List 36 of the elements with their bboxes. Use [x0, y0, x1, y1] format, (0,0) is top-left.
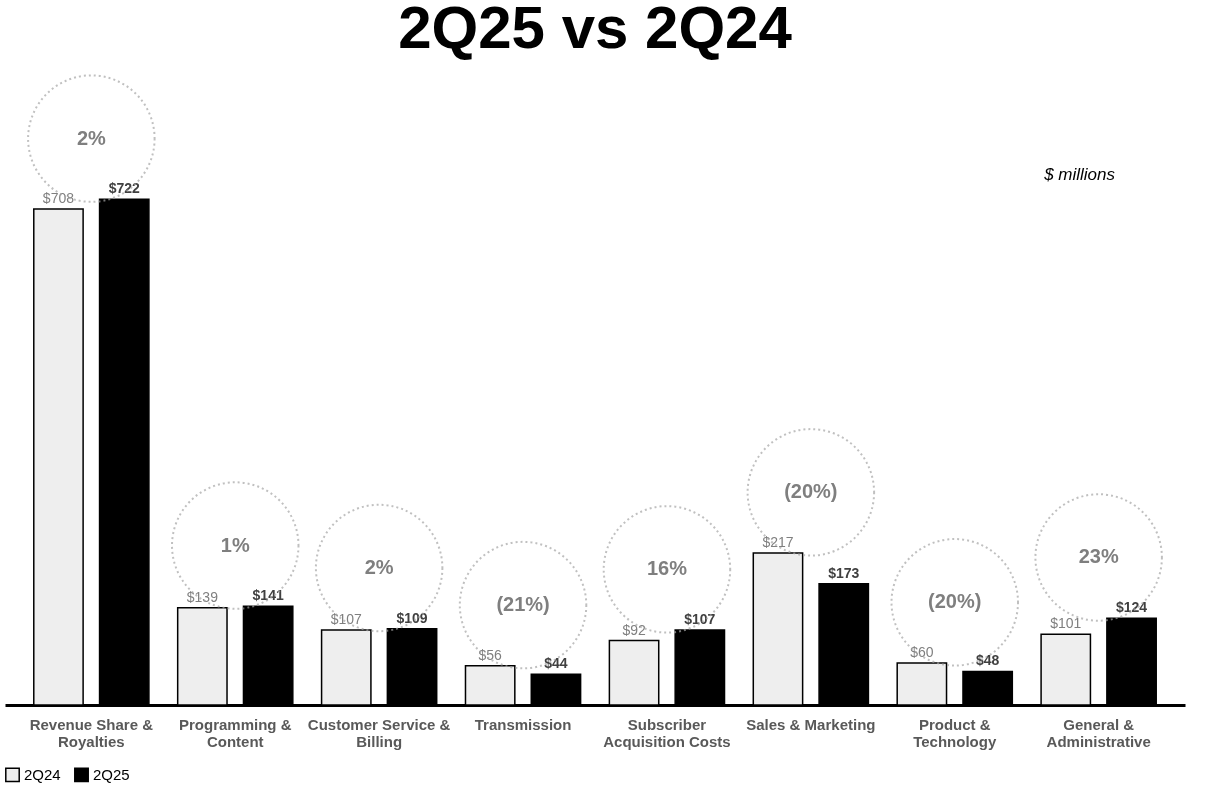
data-label: $173: [828, 564, 860, 581]
x-tick-label: Transmission: [474, 715, 572, 733]
x-tick-label: Product & Technology: [913, 715, 997, 750]
legend-label: 2Q25: [93, 765, 130, 783]
data-label: $109: [396, 609, 428, 626]
x-tick-label: Programming & Content: [178, 715, 292, 750]
chart-title: 2Q25 vs 2Q24: [398, 0, 793, 61]
annotation: (21%): [496, 593, 550, 616]
annotation: 2%: [364, 555, 394, 578]
data-label: $92: [622, 621, 646, 638]
x-tick-label: Sales & Marketing: [746, 715, 876, 733]
data-label: $48: [975, 652, 1000, 669]
data-label: $107: [684, 611, 716, 628]
data-label: $107: [330, 611, 363, 628]
text: 2%: [76, 126, 107, 149]
legend-label: 2Q24: [24, 765, 61, 783]
data-label: $60: [910, 643, 934, 660]
x-tick-label: Subscriber Acquisition Costs: [603, 715, 731, 750]
annotation: 23%: [1078, 545, 1119, 568]
x-tick-label: General & Administrative: [1046, 715, 1151, 750]
data-label: $101: [1050, 615, 1082, 632]
data-label: $141: [252, 587, 284, 604]
x-tick-label: Customer Service & Billing: [307, 715, 451, 750]
text: $ millions: [1043, 165, 1116, 184]
x-tick-label: Revenue Share & Royalties: [29, 715, 154, 750]
data-label: $708: [42, 190, 75, 207]
data-label: $124: [1115, 599, 1148, 616]
data-label: $139: [186, 588, 219, 605]
data-label: $44: [544, 655, 568, 672]
annotation: 16%: [646, 557, 688, 580]
data-label: $56: [478, 646, 503, 663]
annotation: (20%): [928, 590, 982, 613]
data-label: $722: [108, 180, 141, 197]
annotation: 1%: [220, 533, 250, 556]
data-label: $217: [762, 534, 794, 551]
annotation: (20%): [784, 480, 838, 503]
